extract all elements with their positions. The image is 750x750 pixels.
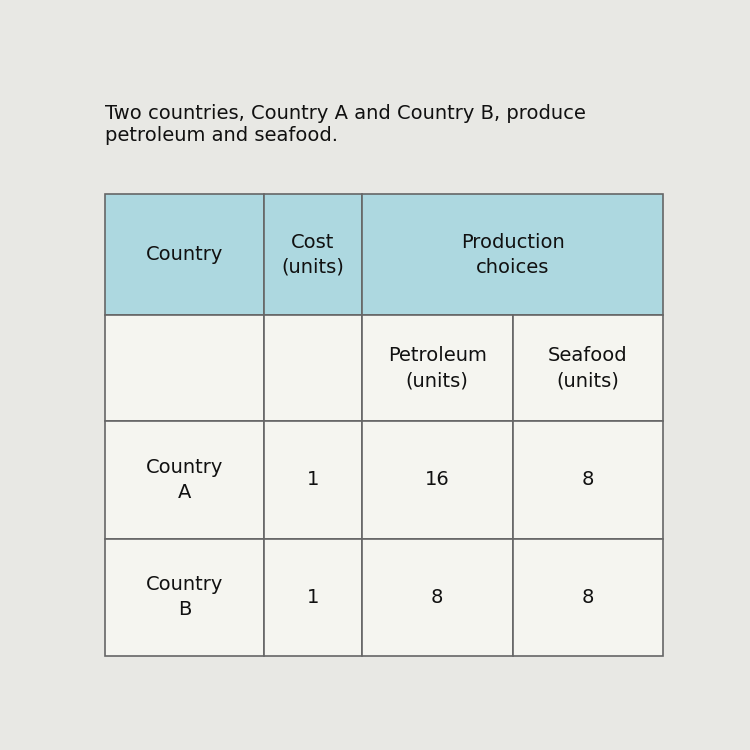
Text: 8: 8 (582, 588, 594, 607)
Text: Two countries, Country A and Country B, produce
petroleum and seafood.: Two countries, Country A and Country B, … (105, 104, 586, 146)
Text: Cost
(units): Cost (units) (281, 232, 344, 277)
Bar (512, 315, 663, 422)
Bar (512, 422, 663, 538)
Text: 1: 1 (307, 470, 319, 489)
Text: 1: 1 (307, 588, 319, 607)
Text: 8: 8 (582, 470, 594, 489)
Text: Petroleum
(units): Petroleum (units) (388, 346, 487, 390)
Text: 16: 16 (424, 470, 449, 489)
Text: Country: Country (146, 245, 224, 264)
Text: Production
choices: Production choices (460, 232, 565, 277)
Bar (362, 194, 663, 315)
Bar (264, 194, 362, 315)
Text: Seafood
(units): Seafood (units) (548, 346, 628, 390)
Bar (105, 422, 264, 538)
Text: Country
B: Country B (146, 575, 224, 620)
Text: Country
A: Country A (146, 458, 224, 502)
Text: 8: 8 (431, 588, 443, 607)
Bar (264, 422, 362, 538)
Bar (105, 538, 264, 656)
Bar (105, 194, 264, 315)
Bar (264, 538, 362, 656)
Bar (264, 315, 362, 422)
Bar (105, 315, 264, 422)
Bar (362, 422, 512, 538)
Bar (512, 538, 663, 656)
Bar (362, 538, 512, 656)
Bar (362, 315, 512, 422)
